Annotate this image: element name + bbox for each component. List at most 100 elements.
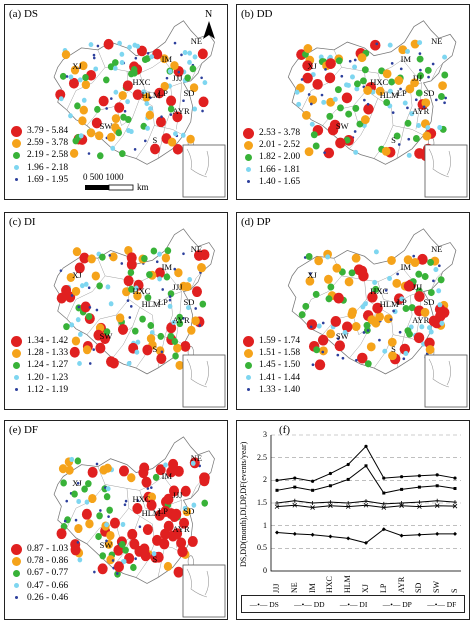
region-label-hlm: HLM — [141, 299, 161, 310]
station-point — [399, 67, 403, 71]
station-point — [134, 349, 140, 355]
station-point — [113, 561, 124, 573]
station-point — [317, 334, 329, 346]
region-label-sd: SD — [183, 297, 195, 308]
station-point — [417, 72, 425, 80]
region-label-xj: XJ — [72, 61, 82, 72]
station-point — [410, 258, 420, 268]
legend-swatch — [13, 375, 19, 381]
station-point — [80, 301, 91, 313]
station-point — [422, 131, 432, 141]
station-point — [124, 552, 135, 564]
legend-entry: 1.40 - 1.65 — [241, 176, 300, 188]
region-label-xj: XJ — [72, 269, 82, 280]
station-point — [78, 133, 84, 139]
legend-swatch — [11, 556, 21, 566]
region-boundary — [86, 299, 129, 335]
station-point — [363, 103, 374, 115]
station-point — [85, 313, 93, 321]
region-label-hxc: HXC — [132, 494, 151, 505]
station-point — [82, 345, 92, 355]
legend-series-name: DF — [446, 599, 457, 609]
data-point-ds — [346, 462, 350, 467]
station-point — [201, 109, 204, 113]
region-label-ayr: AYR — [412, 314, 430, 325]
region-boundary — [112, 307, 140, 359]
region-boundary — [139, 281, 182, 304]
station-point — [353, 149, 359, 155]
station-point — [176, 313, 183, 321]
station-point — [187, 50, 193, 56]
station-point — [384, 289, 388, 292]
legend-series-name: DP — [402, 599, 412, 609]
station-point — [160, 54, 169, 64]
station-point — [412, 135, 420, 143]
station-point — [167, 105, 175, 113]
chart-legend-entry: —•— DI — [340, 600, 367, 609]
data-point-ds — [400, 475, 404, 479]
station-point — [351, 253, 361, 263]
station-point — [198, 324, 202, 327]
legend-swatch — [12, 151, 20, 159]
station-point — [123, 109, 127, 113]
station-point — [167, 290, 175, 298]
legend-entry: 2.53 - 3.78 — [241, 127, 300, 139]
station-point — [146, 487, 150, 490]
station-point — [127, 473, 136, 483]
station-point — [417, 253, 428, 265]
station-point — [294, 89, 300, 95]
data-point-dp — [381, 501, 386, 506]
station-point — [105, 284, 111, 290]
station-point — [79, 283, 85, 289]
data-point-df — [310, 532, 315, 537]
station-point — [111, 559, 115, 562]
station-point — [159, 538, 170, 550]
station-point — [187, 59, 192, 65]
station-point — [81, 97, 87, 103]
station-point — [180, 340, 191, 352]
station-point — [76, 498, 82, 505]
data-point-df — [435, 531, 440, 536]
region-label-ne: NE — [431, 244, 443, 255]
station-point — [309, 102, 313, 106]
region-label-lp: LP — [157, 88, 168, 99]
station-point — [66, 272, 76, 282]
station-point — [183, 282, 192, 292]
station-point — [110, 97, 113, 101]
map-svg — [287, 228, 468, 408]
data-point-ds — [311, 479, 315, 483]
data-point-dd — [293, 485, 297, 489]
station-point — [160, 506, 171, 517]
legend-swatch — [11, 138, 21, 148]
station-point — [342, 321, 353, 333]
station-point — [173, 267, 177, 271]
station-point — [177, 70, 181, 74]
station-point — [398, 45, 408, 55]
station-point — [108, 254, 112, 257]
line-chart — [270, 434, 461, 572]
station-point — [336, 337, 340, 340]
station-point — [81, 80, 91, 90]
series-line-df — [276, 528, 455, 544]
legend-range: 1.40 - 1.65 — [259, 176, 301, 187]
region-label-ayr: AYR — [172, 523, 190, 534]
region-label-s: S — [152, 553, 158, 564]
station-point — [88, 42, 94, 48]
station-point — [420, 307, 430, 317]
legend-entry: 3.79 - 5.84 — [9, 125, 68, 137]
legend-entry: 1.24 - 1.27 — [9, 359, 68, 371]
station-point — [139, 462, 150, 474]
station-point — [92, 53, 96, 57]
station-point — [172, 352, 179, 360]
station-point — [94, 105, 101, 113]
station-point — [70, 544, 81, 556]
legend-swatch — [12, 361, 20, 369]
station-point — [320, 93, 324, 97]
legend-range: 0.78 - 0.86 — [27, 556, 69, 567]
station-point — [415, 89, 423, 97]
station-point — [145, 125, 150, 131]
station-point — [167, 68, 173, 74]
station-point — [415, 270, 423, 278]
region-label-xj: XJ — [307, 61, 317, 72]
region-label-sw: SW — [99, 121, 113, 132]
